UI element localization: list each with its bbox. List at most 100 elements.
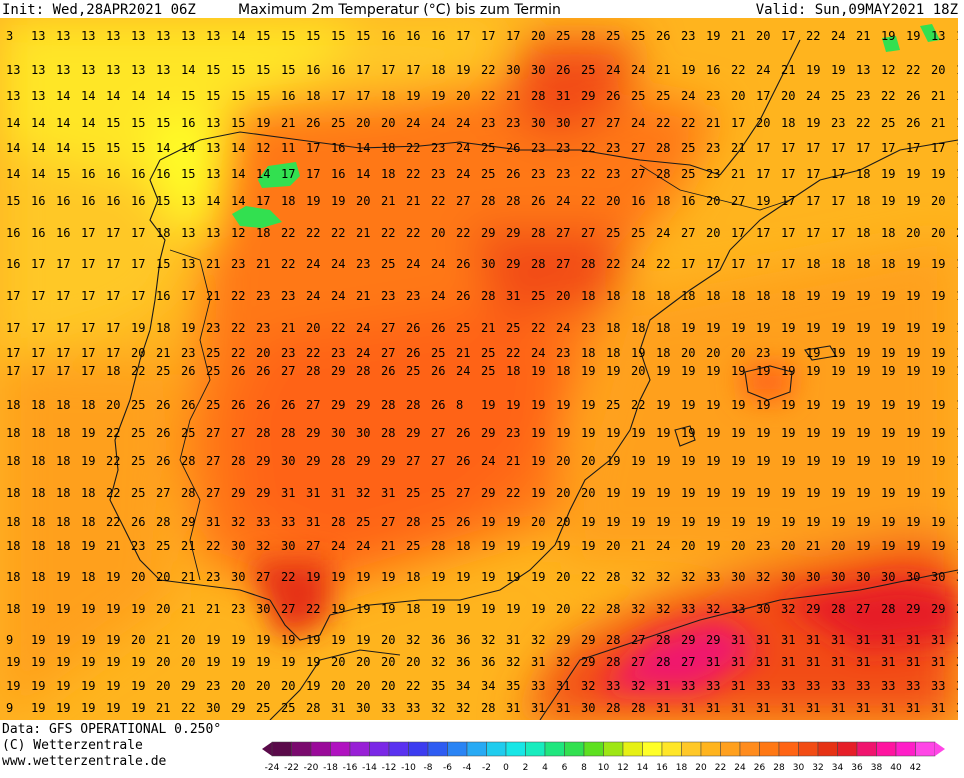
temp-value: 26 — [231, 398, 245, 412]
temp-value: 13 — [156, 29, 170, 43]
temp-value: 19 — [481, 539, 495, 553]
temp-value: 16 — [81, 194, 95, 208]
temp-value: 25 — [481, 141, 495, 155]
temp-value: 25 — [206, 346, 220, 360]
temp-value: 23 — [331, 346, 345, 360]
temp-value: 12 — [881, 63, 895, 77]
temp-value: 17 — [731, 116, 745, 130]
temp-value: 18 — [606, 289, 620, 303]
temp-value: 17 — [31, 364, 45, 378]
temp-value: 22 — [231, 346, 245, 360]
temp-value: 13 — [131, 29, 145, 43]
temp-value: 19 — [906, 257, 920, 271]
temp-value: 22 — [656, 257, 670, 271]
temp-value: 28 — [606, 602, 620, 616]
temp-value: 19 — [331, 194, 345, 208]
temp-value: 25 — [356, 515, 370, 529]
temp-value: 24 — [356, 539, 370, 553]
temp-value: 27 — [456, 194, 470, 208]
temp-value: 31 — [956, 633, 958, 647]
temp-value: 30 — [506, 63, 520, 77]
legend-swatch — [720, 741, 741, 757]
temp-value: 21 — [731, 29, 745, 43]
temp-value: 17 — [906, 141, 920, 155]
legend-swatch — [466, 741, 487, 757]
temp-value: 25 — [406, 539, 420, 553]
temp-value: 15 — [106, 116, 120, 130]
legend-tick-label: 10 — [598, 763, 610, 773]
temp-value: 20 — [931, 63, 945, 77]
temp-value: 31 — [806, 655, 820, 669]
temp-value: 22 — [181, 701, 195, 715]
temp-value: 21 — [206, 289, 220, 303]
temp-value: 17 — [781, 194, 795, 208]
coastline-gulf-cadiz — [269, 599, 331, 641]
temp-value: 26 — [531, 194, 545, 208]
temp-value: 24 — [556, 194, 570, 208]
field-cold-spot-3 — [882, 36, 900, 52]
temp-value: 19 — [56, 570, 70, 584]
temp-value: 31 — [756, 655, 770, 669]
temp-value: 19 — [906, 321, 920, 335]
temp-value: 20 — [131, 633, 145, 647]
temp-value: 19 — [906, 515, 920, 529]
temp-value: 27 — [631, 141, 645, 155]
temp-value: 24 — [331, 539, 345, 553]
temp-value: 14 — [231, 167, 245, 181]
temp-value: 17 — [106, 226, 120, 240]
temp-value: 30 — [531, 116, 545, 130]
temp-value: 19 — [456, 570, 470, 584]
legend-swatch — [700, 741, 721, 757]
temp-value: 13 — [81, 29, 95, 43]
temp-value: 15 — [331, 29, 345, 43]
temp-value: 13 — [31, 89, 45, 103]
temp-value: 19 — [956, 454, 958, 468]
legend-swatch — [798, 741, 819, 757]
temp-value: 17 — [81, 364, 95, 378]
temp-value: 19 — [756, 454, 770, 468]
temp-value: 13 — [206, 141, 220, 155]
temp-value: 27 — [856, 602, 870, 616]
temp-value: 31 — [831, 633, 845, 647]
temp-value: 21 — [506, 89, 520, 103]
coastline-mallorca — [744, 365, 793, 401]
temp-value: 19 — [131, 701, 145, 715]
temp-value: 26 — [181, 364, 195, 378]
temp-value: 19 — [181, 321, 195, 335]
temp-value: 17 — [106, 257, 120, 271]
temp-value: 29 — [481, 426, 495, 440]
temp-value: 27 — [731, 194, 745, 208]
temp-value: 13 — [31, 63, 45, 77]
temp-value: 22 — [231, 321, 245, 335]
temp-value: 12 — [231, 226, 245, 240]
temp-value: 19 — [906, 346, 920, 360]
temp-value: 17 — [806, 226, 820, 240]
temp-value: 19 — [931, 289, 945, 303]
temp-value: 14 — [256, 167, 270, 181]
temp-value: 29 — [556, 633, 570, 647]
temp-value: 31 — [831, 655, 845, 669]
legend-tick-label: 42 — [910, 763, 921, 773]
coastline-east-spain — [554, 249, 731, 546]
temp-value: 31 — [681, 701, 695, 715]
temp-value: 19 — [706, 426, 720, 440]
temp-value: 23 — [506, 116, 520, 130]
temp-value: 31 — [731, 701, 745, 715]
coastline-portugal-west — [109, 259, 161, 581]
legend-swatch — [388, 741, 409, 757]
temp-value: 19 — [731, 515, 745, 529]
field-cold-spot-4 — [920, 24, 940, 42]
temp-value: 32 — [431, 701, 445, 715]
temp-value: 19 — [531, 570, 545, 584]
temp-value: 26 — [506, 141, 520, 155]
temp-value: 21 — [931, 89, 945, 103]
temp-value: 28 — [481, 289, 495, 303]
temp-value: 17 — [781, 226, 795, 240]
temp-value: 20 — [381, 116, 395, 130]
temp-value: 19 — [956, 486, 958, 500]
temp-value: 27 — [556, 226, 570, 240]
legend-tick-label: 34 — [832, 763, 844, 773]
coastline-ibiza — [674, 425, 696, 447]
field-atlantic — [0, 360, 180, 720]
temp-value: 25 — [206, 364, 220, 378]
